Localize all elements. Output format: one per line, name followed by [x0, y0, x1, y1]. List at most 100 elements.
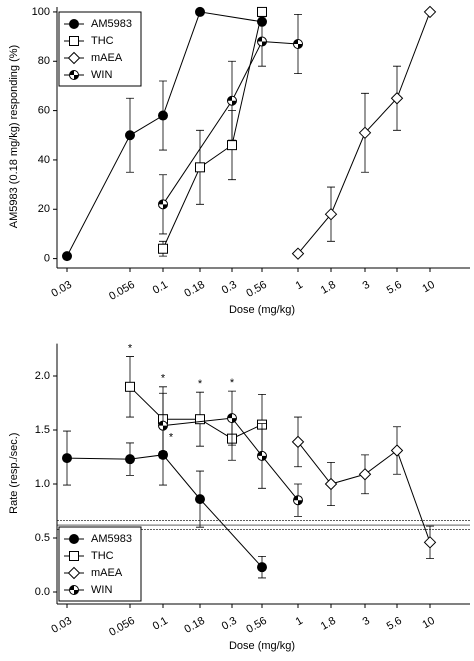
x-tick-label: 0.03 — [49, 615, 74, 636]
marker-shape — [227, 96, 237, 106]
x-axis-label: Dose (mg/kg) — [229, 304, 295, 316]
marker-shape — [69, 19, 79, 29]
marker — [293, 495, 303, 506]
marker-shape — [291, 435, 305, 449]
marker — [324, 477, 338, 491]
marker-shape — [293, 495, 303, 505]
marker — [291, 247, 305, 260]
marker — [227, 95, 237, 106]
marker-shape — [69, 551, 79, 561]
x-tick-label: 0.056 — [107, 279, 137, 303]
y-tick-label: 1.0 — [35, 478, 50, 490]
x-tick-label: 0.3 — [220, 279, 239, 297]
marker-shape — [423, 536, 437, 549]
marker — [195, 494, 205, 505]
marker — [324, 207, 338, 221]
x-tick-label: 0.3 — [220, 615, 239, 633]
marker — [69, 36, 79, 46]
y-tick-label: 2.0 — [35, 370, 50, 382]
x-tick-label: 5.6 — [385, 279, 404, 297]
marker — [195, 414, 205, 425]
marker-shape — [257, 6, 267, 17]
legend-label: mAEA — [91, 567, 123, 579]
series-line — [162, 417, 299, 501]
y-tick-label: 80 — [38, 55, 50, 67]
y-tick-label: 20 — [38, 203, 50, 215]
x-tick-label: 0.1 — [151, 615, 170, 633]
marker-shape — [324, 477, 338, 491]
marker-shape — [257, 562, 267, 573]
x-tick-label: 1 — [294, 279, 305, 292]
marker-shape — [195, 162, 205, 173]
annotation: * — [230, 377, 235, 389]
marker-shape — [125, 130, 135, 141]
marker — [158, 420, 168, 431]
marker-shape — [62, 251, 72, 262]
marker-shape — [69, 36, 79, 46]
marker — [195, 162, 205, 173]
x-tick-label: 0.56 — [244, 279, 269, 300]
marker-shape — [67, 566, 81, 580]
marker-shape — [257, 37, 267, 47]
marker — [390, 444, 404, 457]
annotation: * — [198, 378, 203, 390]
y-axis-label: AM5983 (0.18 mg/kg) responding (%) — [8, 45, 20, 228]
marker-shape — [195, 414, 205, 425]
y-tick-label: 0.5 — [35, 532, 50, 544]
marker — [358, 468, 372, 481]
marker-shape — [195, 494, 205, 505]
legend-label: THC — [91, 550, 114, 562]
marker — [125, 454, 135, 465]
x-tick-label: 1.8 — [319, 279, 338, 297]
x-tick-label: 0.1 — [151, 279, 170, 297]
marker — [358, 126, 372, 140]
x-axis-label: Dose (mg/kg) — [229, 640, 295, 652]
x-tick-label: 1 — [294, 615, 305, 628]
marker-shape — [358, 468, 372, 481]
series-line — [162, 41, 299, 205]
marker — [69, 585, 79, 595]
marker — [125, 381, 135, 392]
marker — [67, 566, 81, 580]
marker — [390, 92, 404, 105]
marker — [158, 110, 168, 121]
marker — [62, 251, 72, 262]
legend-label: THC — [91, 35, 114, 47]
series-line — [162, 11, 263, 249]
x-tick-label: 10 — [420, 279, 437, 296]
marker-shape — [69, 585, 79, 595]
marker-shape — [358, 126, 372, 140]
marker — [69, 19, 79, 29]
marker-shape — [158, 110, 168, 121]
marker — [291, 435, 305, 449]
marker — [125, 130, 135, 141]
marker — [195, 6, 205, 17]
y-tick-label: 60 — [38, 105, 50, 117]
x-tick-label: 0.18 — [182, 615, 207, 636]
marker-shape — [158, 199, 168, 209]
x-tick-label: 0.56 — [244, 615, 269, 636]
marker-shape — [158, 243, 168, 254]
marker — [69, 551, 79, 561]
marker-shape — [125, 381, 135, 392]
marker — [257, 36, 267, 47]
y-axis-label: Rate (resp./sec.) — [8, 433, 20, 514]
x-tick-label: 0.056 — [107, 615, 137, 639]
marker-shape — [291, 247, 305, 260]
marker-shape — [227, 413, 237, 423]
legend-label: mAEA — [91, 52, 123, 64]
marker — [158, 243, 168, 254]
marker-shape — [423, 5, 437, 19]
x-tick-label: 0.18 — [182, 279, 207, 300]
annotation: * — [169, 432, 174, 444]
x-tick-label: 3 — [361, 279, 372, 292]
marker-shape — [69, 70, 79, 80]
marker — [257, 562, 267, 573]
marker — [423, 5, 437, 19]
x-tick-label: 0.03 — [49, 279, 74, 300]
marker-shape — [324, 207, 338, 221]
annotation: * — [161, 373, 166, 385]
marker-shape — [158, 421, 168, 431]
marker — [423, 536, 437, 549]
marker-shape — [390, 92, 404, 105]
